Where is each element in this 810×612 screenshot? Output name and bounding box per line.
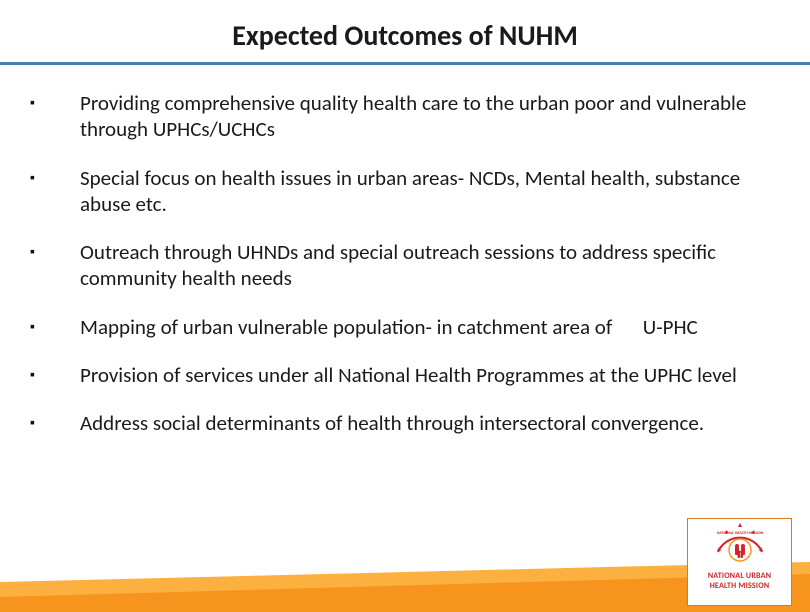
- bullet-text: Special focus on health issues in urban …: [80, 165, 780, 218]
- slide: Expected Outcomes of NUHM ▪ Providing co…: [0, 0, 810, 612]
- slide-title: Expected Outcomes of NUHM: [0, 18, 810, 53]
- bullet-marker-icon: ▪: [30, 410, 80, 431]
- list-item: ▪ Special focus on health issues in urba…: [30, 165, 780, 218]
- footer-logo: NATIONAL HEALTH MISSION NATIONAL URBAN H…: [687, 518, 792, 606]
- bullet-text: Outreach through UHNDs and special outre…: [80, 239, 780, 292]
- bullet-marker-icon: ▪: [30, 314, 80, 335]
- list-item: ▪ Provision of services under all Nation…: [30, 362, 780, 388]
- bullet-list: ▪ Providing comprehensive quality health…: [30, 90, 780, 458]
- logo-text-line1: NATIONAL URBAN: [708, 572, 771, 580]
- list-item: ▪ Address social determinants of health …: [30, 410, 780, 436]
- list-item: ▪ Mapping of urban vulnerable population…: [30, 314, 780, 340]
- bullet-marker-icon: ▪: [30, 362, 80, 383]
- logo-text-line2: HEALTH MISSION: [710, 582, 770, 590]
- bullet-marker-icon: ▪: [30, 165, 80, 186]
- bullet-text: Provision of services under all National…: [80, 362, 780, 388]
- title-underline: [0, 62, 810, 65]
- bullet-text: Mapping of urban vulnerable population- …: [80, 314, 780, 340]
- list-item: ▪ Outreach through UHNDs and special out…: [30, 239, 780, 292]
- bullet-marker-icon: ▪: [30, 90, 80, 111]
- svg-text:NATIONAL HEALTH MISSION: NATIONAL HEALTH MISSION: [716, 531, 763, 536]
- bullet-marker-icon: ▪: [30, 239, 80, 260]
- bullet-text: Address social determinants of health th…: [80, 410, 780, 436]
- list-item: ▪ Providing comprehensive quality health…: [30, 90, 780, 143]
- logo-emblem-icon: NATIONAL HEALTH MISSION: [711, 522, 769, 570]
- bullet-text: Providing comprehensive quality health c…: [80, 90, 780, 143]
